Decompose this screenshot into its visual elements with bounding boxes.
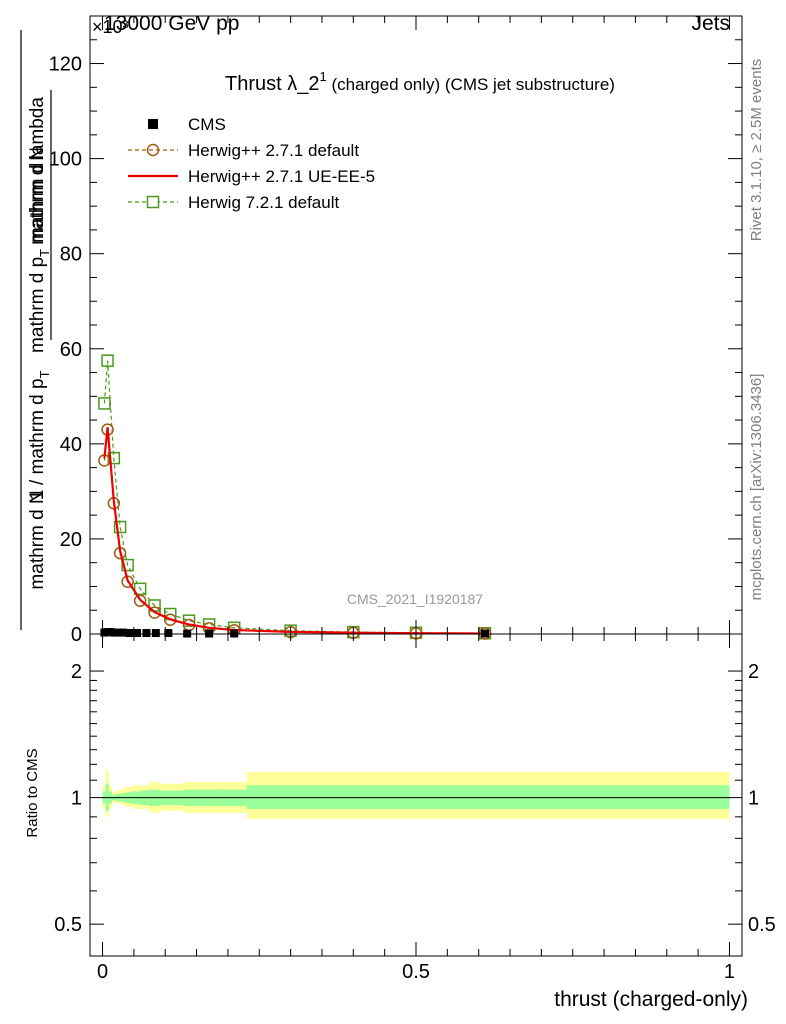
ratio-ytick-label: 2 (71, 661, 82, 683)
cms-data-point (125, 629, 134, 638)
ylabel-numerator: 1 (27, 490, 48, 501)
xaxis-label: thrust (charged-only) (554, 988, 748, 1011)
legend: CMS Herwig++ 2.7.1 default Herwig++ 2.7.… (128, 115, 375, 212)
mcplots-label: mcplots.cern.ch [arXiv:1306.3436] (748, 374, 765, 601)
cms-data-point (142, 629, 151, 638)
ratio-ytick-label: 1 (71, 788, 82, 810)
upper-ytick-label: 60 (60, 339, 82, 361)
herwig7-point (121, 558, 134, 572)
ratio-plot-area: 0 0.5 1 0.5 0.5 1 1 2 2 (54, 633, 776, 983)
cms-data-point (119, 628, 128, 637)
ratio-ylabel: Ratio to CMS (24, 748, 41, 837)
cms-data-point (114, 628, 123, 637)
herwig7-point (98, 397, 111, 410)
rivet-version-label: Rivet 3.1.10, ≥ 2.5M events (748, 59, 765, 242)
xtick-label: 1 (724, 961, 735, 983)
cms-data-point (133, 629, 142, 638)
herwig7-point (182, 614, 196, 627)
legend-hpp-default-label: Herwig++ 2.7.1 default (188, 141, 359, 160)
ratio-ytick-label-right: 0.5 (748, 914, 776, 936)
xtick-label: 0.5 (402, 961, 430, 983)
herwig7-point (113, 520, 127, 534)
xtick-label: 0 (97, 961, 108, 983)
ylabel-denominator-1: mathrm d N / mathrm d pT (27, 370, 52, 589)
energy-label: 13000 GeV pp (104, 12, 239, 35)
herwig7-point (107, 451, 121, 465)
upper-ytick-label: 120 (49, 54, 82, 76)
herwig7-point (133, 582, 147, 596)
legend-hpp-default-marker (146, 143, 160, 157)
ratio-ytick-label-right: 1 (748, 788, 759, 810)
upper-ytick-label: 80 (60, 244, 82, 266)
jets-label: Jets (691, 12, 730, 35)
analysis-watermark: CMS_2021_I1920187 (347, 591, 483, 607)
upper-ytick-label: 20 (60, 529, 82, 551)
exponent-label: ×10³ (92, 17, 129, 37)
ylabel-num-n: mathrm dN (27, 147, 48, 243)
legend-cms-marker (148, 119, 158, 129)
ratio-band-green (246, 785, 730, 809)
upper-ytick-label: 100 (49, 149, 82, 171)
legend-cms-label: CMS (188, 115, 226, 134)
legend-h7-default-label: Herwig 7.2.1 default (188, 193, 339, 212)
legend-hpp-ueee5-label: Herwig++ 2.7.1 UE-EE-5 (188, 167, 375, 186)
ratio-ytick-label: 0.5 (54, 914, 82, 936)
chart-title: Thrust λ_21 (charged only) (CMS jet subs… (225, 69, 615, 95)
cms-data-point (109, 628, 118, 637)
upper-y-label: 1 mathrm dN mathrm d N / mathrm d pT mat… (20, 30, 52, 630)
herwigpp-default-point (148, 606, 161, 619)
upper-ytick-label: 0 (71, 624, 82, 646)
legend-h7-default-marker (146, 195, 160, 209)
upper-plot-area: 0 20 40 60 80 100 120 (49, 15, 743, 646)
herwig7-point (101, 354, 114, 367)
upper-ytick-label: 40 (60, 434, 82, 456)
ratio-ytick-label-right: 2 (748, 661, 759, 683)
ylabel-denominator-2: mathrm d pTmathrm d lambda (27, 97, 52, 353)
series-herwigpp-ueee5-line (103, 427, 486, 635)
cms-data-point (164, 629, 173, 638)
cms-data-point (151, 629, 160, 638)
upper-plot-frame (89, 15, 743, 635)
herwigpp-default-point (133, 594, 147, 607)
